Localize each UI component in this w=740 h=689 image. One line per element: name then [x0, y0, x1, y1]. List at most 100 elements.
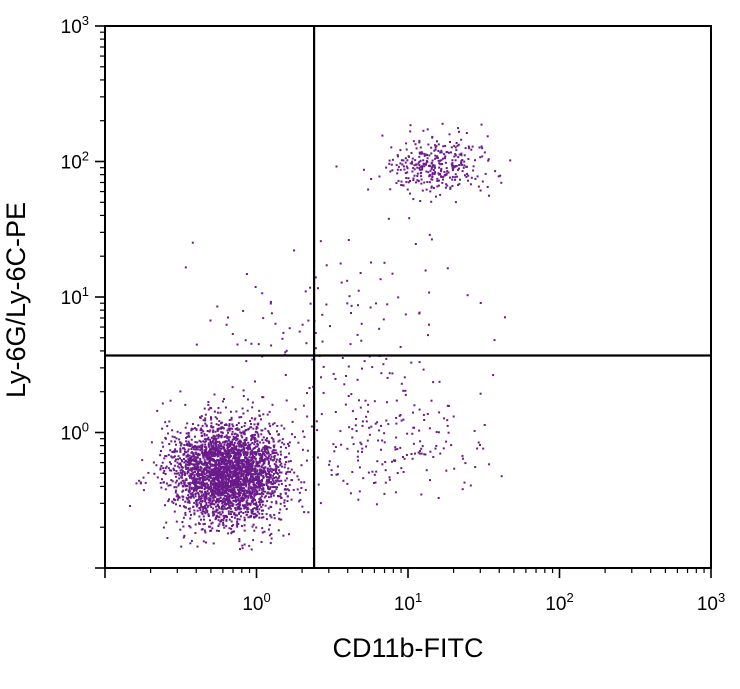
- data-point-pop1: [238, 486, 241, 489]
- data-point-pop2: [431, 172, 434, 174]
- data-point-pop1: [212, 478, 215, 481]
- data-point-pop1: [164, 455, 167, 457]
- data-point-pop2: [470, 176, 473, 179]
- data-point-pop2: [442, 175, 445, 178]
- data-point-pop1: [235, 477, 237, 480]
- data-point-pop1: [219, 463, 222, 466]
- data-point-pop2: [449, 186, 452, 189]
- data-point-pop4: [241, 407, 244, 410]
- data-point-pop1: [261, 455, 264, 458]
- data-point-pop1: [251, 461, 254, 464]
- data-point-pop1: [241, 489, 244, 492]
- data-point-pop1: [300, 464, 303, 467]
- data-point-pop2: [423, 165, 426, 168]
- data-point-pop1: [187, 507, 190, 510]
- data-point-pop3: [342, 479, 345, 482]
- data-point-pop1: [238, 465, 241, 468]
- data-point-pop1: [242, 482, 245, 484]
- data-point-pop1: [288, 483, 291, 486]
- data-point-pop1: [212, 503, 215, 506]
- data-point-pop1: [246, 480, 249, 483]
- data-point-pop2: [436, 185, 439, 188]
- data-point-pop1: [249, 504, 252, 507]
- data-point-pop1: [240, 486, 243, 488]
- data-point-pop1: [275, 451, 278, 454]
- data-point-pop1: [258, 409, 261, 412]
- data-point-pop2: [444, 186, 447, 189]
- data-point-pop1: [159, 468, 162, 471]
- data-point-pop1: [232, 466, 235, 469]
- data-point-pop1: [217, 433, 220, 436]
- data-point-pop2: [408, 155, 410, 158]
- data-point-pop1: [253, 446, 256, 449]
- data-point-pop1: [210, 470, 213, 473]
- data-point-pop1: [212, 459, 215, 462]
- data-point-pop1: [247, 441, 250, 444]
- data-point-pop1: [212, 439, 215, 442]
- data-point-pop4: [370, 261, 372, 264]
- data-point-pop1: [222, 508, 225, 511]
- data-point-pop4: [270, 344, 273, 347]
- data-point-pop1: [200, 448, 203, 450]
- data-point-pop4: [236, 343, 239, 346]
- data-point-pop1: [258, 501, 261, 503]
- data-point-pop1: [258, 453, 261, 456]
- data-point-pop1: [249, 443, 252, 446]
- data-point-pop1: [219, 472, 222, 475]
- data-point-pop1: [259, 497, 262, 500]
- data-point-pop1: [213, 510, 216, 513]
- data-point-pop1: [227, 507, 230, 509]
- data-point-pop1: [239, 492, 242, 494]
- data-point-pop1: [179, 469, 182, 472]
- data-point-pop2: [405, 165, 408, 168]
- data-point-pop3: [357, 459, 359, 462]
- data-point-pop1: [195, 479, 198, 482]
- data-point-pop3: [388, 478, 391, 481]
- data-point-pop2: [481, 147, 484, 150]
- data-point-pop1: [253, 495, 256, 498]
- data-point-pop4: [358, 399, 360, 402]
- data-point-pop1: [266, 491, 269, 494]
- data-point-pop3: [279, 458, 282, 460]
- data-point-pop1: [203, 518, 205, 521]
- data-point-pop1: [207, 484, 209, 487]
- data-point-pop1: [221, 506, 223, 509]
- data-point-pop1: [215, 453, 218, 456]
- data-point-pop1: [204, 490, 206, 493]
- data-point-pop1: [203, 485, 206, 487]
- data-point-pop1: [222, 500, 225, 503]
- data-point-pop2: [440, 176, 443, 178]
- data-point-pop3: [425, 469, 428, 472]
- data-point-pop1: [196, 472, 199, 475]
- data-point-pop1: [277, 466, 280, 469]
- data-point-pop2: [457, 168, 459, 171]
- data-point-pop1: [223, 503, 226, 506]
- data-point-pop2: [487, 158, 490, 161]
- data-point-pop1: [336, 465, 339, 468]
- data-point-pop1: [231, 479, 234, 482]
- y-tick-label: 100: [61, 420, 89, 445]
- data-point-pop1: [278, 433, 280, 436]
- data-point-pop1: [243, 507, 246, 510]
- data-point-pop1: [250, 439, 253, 442]
- data-point-pop1: [272, 494, 275, 497]
- data-point-pop2: [446, 170, 449, 173]
- data-point-pop1: [249, 426, 252, 429]
- data-point-pop4: [343, 383, 346, 386]
- data-point-pop4: [242, 309, 245, 312]
- data-point-pop1: [180, 458, 183, 461]
- data-point-pop2: [479, 189, 482, 192]
- data-point-pop3: [352, 443, 355, 446]
- data-point-pop4: [284, 374, 287, 376]
- data-point-pop1: [238, 428, 241, 431]
- data-point-pop1: [250, 487, 252, 490]
- data-point-pop2: [448, 133, 451, 136]
- data-point-pop2: [400, 180, 403, 183]
- data-point-pop3: [315, 420, 318, 423]
- data-point-pop1: [287, 444, 290, 447]
- data-point-pop3: [420, 447, 423, 450]
- data-point-pop1: [230, 484, 233, 487]
- data-point-pop1: [201, 451, 204, 453]
- data-point-pop2: [456, 144, 459, 147]
- data-point-pop3: [414, 452, 416, 455]
